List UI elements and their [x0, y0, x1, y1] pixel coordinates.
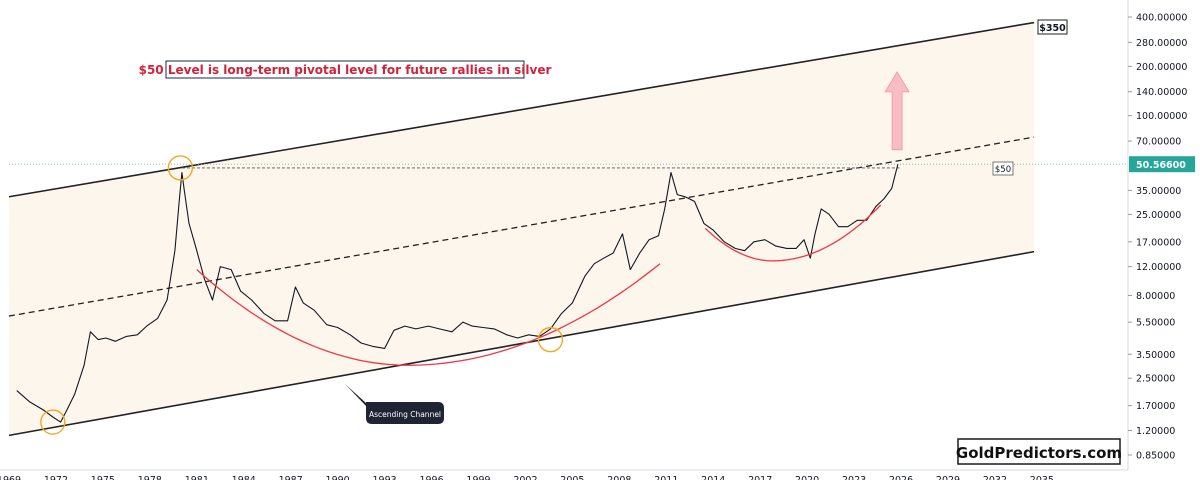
pivot-circle-1980 [167, 155, 194, 181]
x-tick-label: 1972 [44, 475, 68, 480]
ascending-channel-callout: Ascending Channel [345, 384, 444, 424]
pivot-circle-2003 [537, 326, 564, 353]
x-tick-label: 1999 [466, 475, 490, 480]
rounding-bottom-curve-1 [196, 263, 661, 366]
price-series-line [16, 164, 899, 423]
y-tick-label: 280.00000 [1136, 38, 1187, 49]
x-tick-label: 2035 [1030, 475, 1054, 480]
ascending-channel-text: Ascending Channel [369, 410, 441, 419]
x-tick-label: 1993 [373, 475, 397, 480]
x-tick-label: 2023 [842, 475, 866, 480]
y-tick-label: 140.00000 [1136, 87, 1187, 98]
projection-arrow [884, 71, 910, 151]
watermark: GoldPredictors.com [956, 438, 1122, 465]
y-tick-label: 2.50000 [1136, 374, 1175, 385]
x-tick-label: 1990 [326, 475, 350, 480]
x-tick-label: 2008 [607, 475, 631, 480]
x-tick-label: 2017 [748, 475, 772, 480]
x-tick-label: 1987 [279, 475, 303, 480]
x-tick-label: 2014 [701, 475, 725, 480]
channel-layer [8, 21, 1128, 437]
x-tick-label: 1996 [419, 475, 443, 480]
x-tick-label: 2029 [936, 475, 960, 480]
y-tick-label: 100.00000 [1136, 111, 1187, 122]
x-tick-label: 2020 [795, 475, 819, 480]
title-box-border [165, 60, 525, 79]
y-tick-label: 12.00000 [1136, 262, 1181, 273]
y-tick-label: 35.00000 [1136, 186, 1181, 197]
channel-fill [9, 22, 1035, 436]
y-tick-label: 200.00000 [1136, 62, 1187, 73]
x-tick-label: 1981 [185, 475, 209, 480]
x-tick-label: 2011 [654, 475, 678, 480]
level-50-label: $50 [992, 161, 1014, 176]
y-tick-label-current: 50.56600 [1136, 160, 1186, 171]
x-tick-label: 2005 [560, 475, 584, 480]
y-tick-label: 0.85000 [1136, 451, 1175, 462]
channel-midline [8, 136, 1035, 317]
current-price-badge [1129, 156, 1195, 173]
x-tick-label: 1969 [0, 475, 21, 480]
x-tick-label: 2002 [513, 475, 537, 480]
channel-lower-line [8, 250, 1035, 437]
y-tick-label: 25.00000 [1136, 210, 1181, 221]
y-tick-label: 1.70000 [1136, 401, 1175, 412]
y-tick-label: 8.00000 [1136, 291, 1175, 302]
x-tick-label: 2026 [889, 475, 913, 480]
annotation-layer [40, 71, 910, 435]
level-350-label: $350 [1037, 19, 1068, 35]
y-tick-label: 400.00000 [1136, 13, 1187, 24]
x-tick-label: 2032 [983, 475, 1007, 480]
price-layer [16, 164, 899, 423]
y-tick-label: 70.00000 [1136, 137, 1181, 148]
x-tick-label: 1975 [91, 475, 115, 480]
level-50-text: $50 [995, 165, 1011, 175]
pivot-circle-1971 [40, 409, 66, 435]
watermark-text: GoldPredictors.com [956, 444, 1122, 462]
x-tick-label: 1978 [138, 475, 162, 480]
x-tick-label: 1984 [232, 475, 256, 480]
y-tick-label: 3.50000 [1136, 350, 1175, 361]
chart-title: $50 Level is long-term pivotal level for… [139, 63, 552, 77]
title-box: $50 Level is long-term pivotal level for… [139, 60, 552, 79]
y-tick-label: 5.50000 [1136, 318, 1175, 329]
channel-upper-line [8, 21, 1035, 198]
y-tick-label: 1.20000 [1136, 426, 1175, 437]
level-350-text: $350 [1039, 23, 1066, 34]
rounding-bottom-curve-2 [704, 204, 882, 262]
y-tick-label: 17.00000 [1136, 237, 1181, 248]
